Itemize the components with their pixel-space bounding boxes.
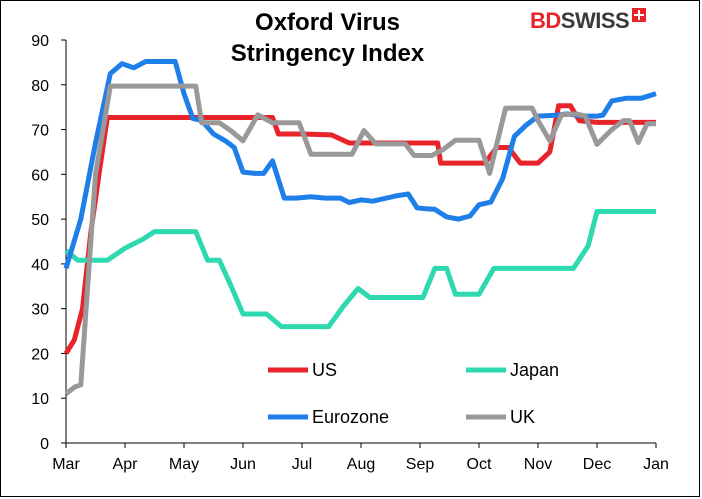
x-tick-label: Mar [52,456,80,473]
series-line-uk [64,83,656,396]
legend-label-japan: Japan [510,360,559,380]
y-tick-label: 50 [31,212,49,229]
y-tick-label: 20 [31,346,49,363]
series-line-japan [64,209,656,330]
bdswiss-logo: BD SWISS [530,6,647,36]
logo-text-swiss: SWISS [560,8,630,33]
logo-text-bd: BD [530,8,561,33]
y-tick-label: 60 [31,167,49,184]
y-tick-label: 40 [31,257,49,274]
x-tick-label: Jan [643,456,669,473]
series-line-us [63,103,656,355]
x-tick-label: Aug [347,456,375,473]
x-tick-label: Jun [230,456,256,473]
y-tick-label: 30 [31,302,49,319]
y-tick-label: 70 [31,123,49,140]
swiss-cross-icon [632,8,647,22]
x-tick-label: May [169,456,199,473]
series-line-eurozone [63,59,657,270]
x-tick-label: Sep [406,456,435,473]
legend-label-eurozone: Eurozone [312,407,389,427]
y-tick-label: 10 [31,391,49,408]
chart-title: Oxford Virus Stringency Index [230,9,425,67]
x-tick-label: Apr [113,456,139,473]
x-tick-label: Nov [524,456,552,473]
x-tick-label: Oct [467,456,492,473]
legend-label-us: US [312,360,337,380]
y-tick-label: 90 [31,33,49,50]
x-tick-label: Dec [583,456,611,473]
y-tick-label: 0 [40,436,49,453]
x-tick-label: Jul [292,456,312,473]
legend-label-uk: UK [510,407,535,427]
y-tick-label: 80 [31,78,49,95]
